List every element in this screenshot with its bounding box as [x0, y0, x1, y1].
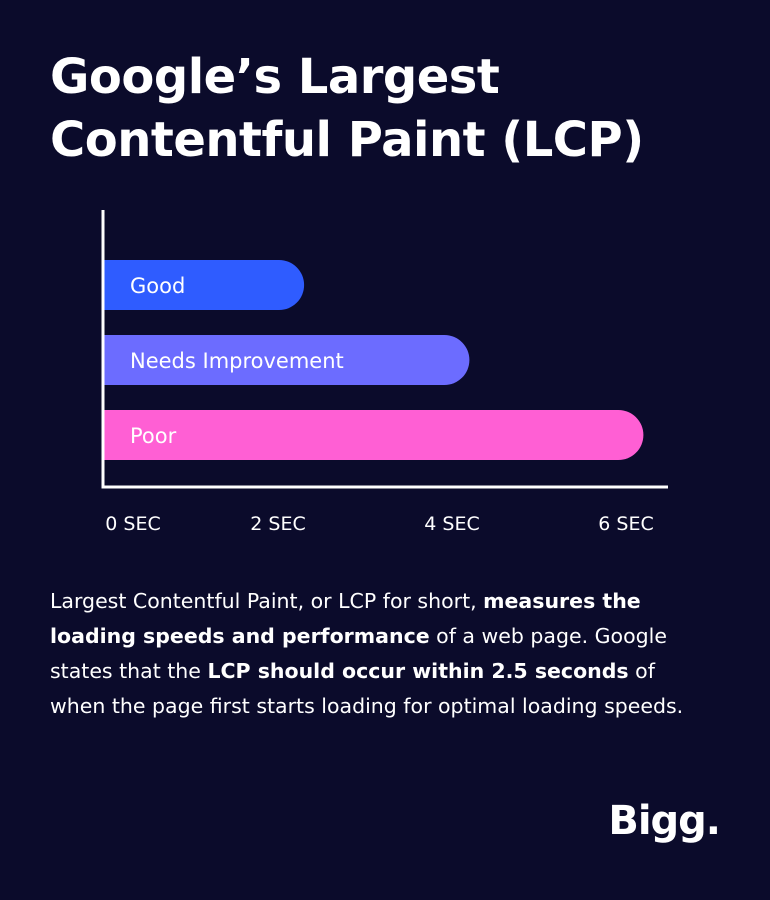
- chart-bars: Good Needs Improvement Poor: [104, 260, 644, 460]
- x-tick-label: 2 SEC: [250, 513, 305, 535]
- description-text-2: of a web page. Google states that the: [50, 624, 667, 683]
- lcp-bar-chart: Good Needs Improvement Poor 0 SEC 2 SEC 4 SE…: [101, 210, 668, 535]
- bigg-logo: Bigg.: [608, 798, 721, 844]
- x-tick-label: 0 SEC: [105, 513, 160, 535]
- lcp-description: Largest Contentful Paint, or LCP for sho…: [50, 584, 700, 724]
- x-tick-label: 4 SEC: [424, 513, 479, 535]
- title-line-2: Contentful Paint (LCP): [50, 112, 644, 168]
- bar-label: Needs Improvement: [130, 349, 344, 373]
- description-bold-1: measures the loading speeds and performa…: [50, 589, 641, 648]
- page-title: Google’s Largest Contentful Paint (LCP): [50, 46, 730, 172]
- bar-needs-improvement: [104, 335, 470, 385]
- bar-label: Good: [130, 274, 185, 298]
- bar-label: Poor: [130, 424, 177, 448]
- description-bold-2: LCP should occur within 2.5 seconds: [207, 659, 629, 683]
- bar-poor: [104, 410, 644, 460]
- x-tick-label: 6 SEC: [598, 513, 653, 535]
- description-text-3: of when the page first starts loading fo…: [50, 659, 684, 718]
- title-line-1: Google’s Largest: [50, 49, 500, 105]
- bar-good: [104, 260, 305, 310]
- description-text-1: Largest Contentful Paint, or LCP for sho…: [50, 589, 484, 613]
- chart-x-ticks: 0 SEC 2 SEC 4 SEC 6 SEC: [105, 513, 653, 535]
